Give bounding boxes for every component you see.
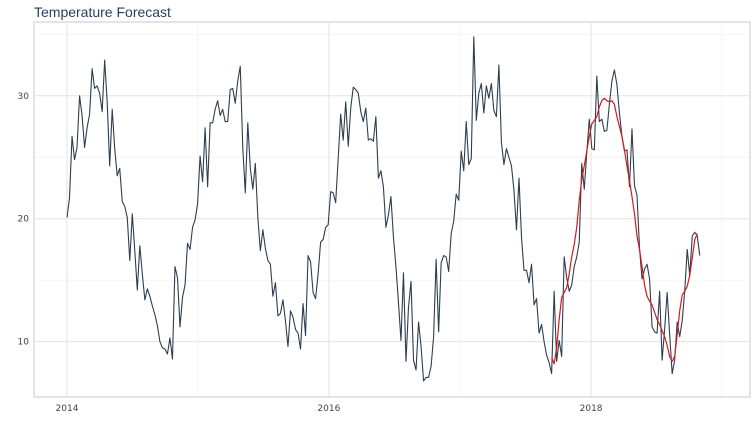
chart-title: Temperature Forecast — [34, 4, 171, 20]
y-tick-label: 10 — [18, 338, 30, 348]
series-layer — [66, 36, 701, 382]
y-axis: 10 20 30 — [18, 92, 30, 348]
x-tick-label: 2016 — [317, 404, 340, 414]
x-tick-label: 2018 — [580, 404, 603, 414]
y-tick-label: 30 — [18, 92, 30, 102]
x-tick-label: 2014 — [56, 404, 79, 414]
x-axis: 2014 2016 2018 — [56, 404, 603, 414]
plot-area — [33, 21, 751, 398]
observed-series-line — [66, 36, 701, 382]
y-tick-label: 20 — [18, 215, 30, 225]
forecast-series-line — [551, 97, 698, 365]
